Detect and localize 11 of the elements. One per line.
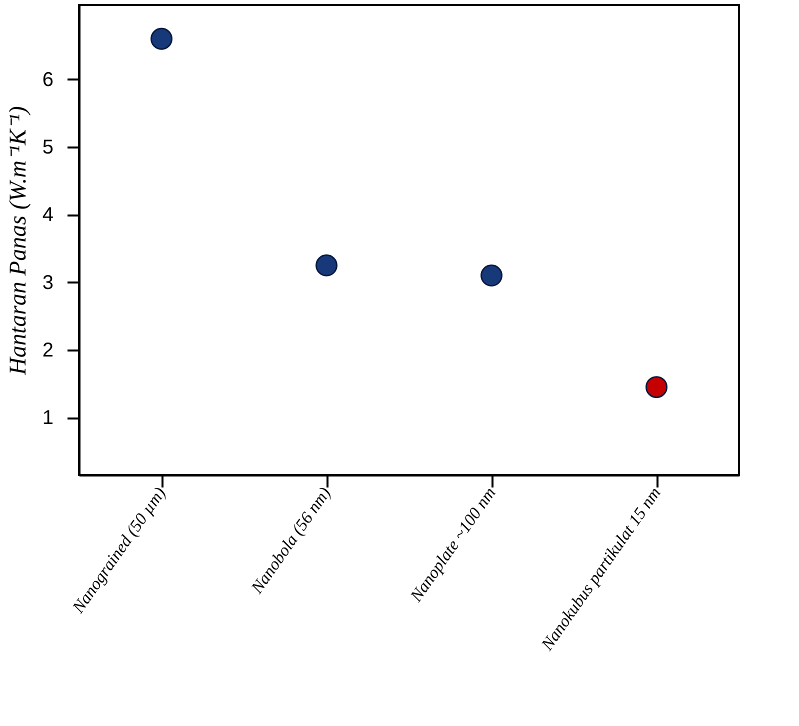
y-tick-label: 2 <box>42 339 54 362</box>
y-tick-label: 4 <box>42 204 54 226</box>
point <box>150 28 172 50</box>
point <box>480 264 502 286</box>
y-axis-title: Hantaran Panas (W.m⁻¹K⁻¹) <box>5 106 32 376</box>
y-tick-label: 5 <box>42 136 54 159</box>
y-tick-label: 3 <box>42 272 54 294</box>
y-tick-label: 6 <box>42 68 54 91</box>
point <box>316 254 338 276</box>
point <box>646 376 668 398</box>
y-tick-label: 1 <box>42 407 54 430</box>
